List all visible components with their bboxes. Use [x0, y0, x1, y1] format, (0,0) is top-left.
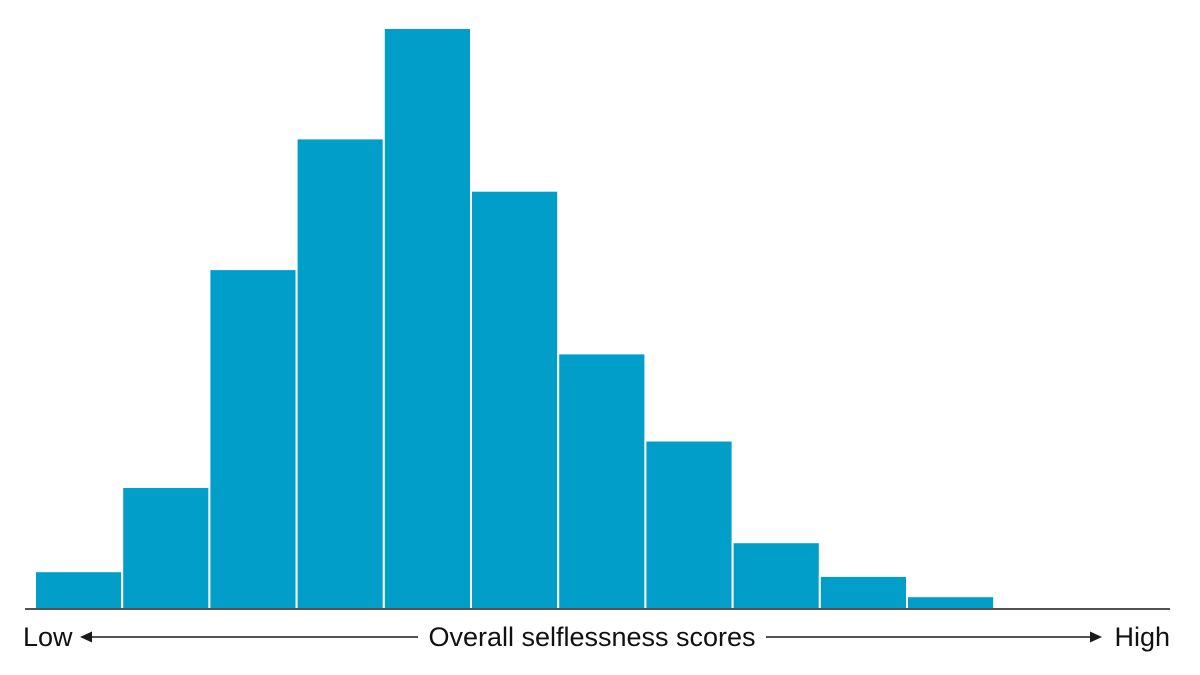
histogram-bar-10	[818, 574, 908, 611]
histogram-bar-4	[295, 137, 385, 610]
x-axis-high-label: High	[1114, 622, 1170, 652]
histogram-bar-2	[121, 486, 211, 610]
histogram-bar-11	[906, 595, 996, 611]
left-arrow-icon	[80, 631, 92, 643]
histogram-bar-7	[557, 352, 647, 610]
bars-group	[34, 27, 996, 611]
histogram-bar-9	[731, 541, 821, 611]
x-axis-low-label: Low	[23, 622, 73, 652]
x-axis-title: Overall selflessness scores	[428, 622, 755, 652]
histogram-bar-1	[34, 570, 124, 611]
histogram-bar-3	[208, 268, 298, 610]
histogram-bar-6	[470, 189, 560, 610]
histogram-bar-8	[644, 439, 734, 610]
histogram-bar-5	[382, 27, 472, 610]
right-arrow-icon	[1090, 631, 1102, 643]
